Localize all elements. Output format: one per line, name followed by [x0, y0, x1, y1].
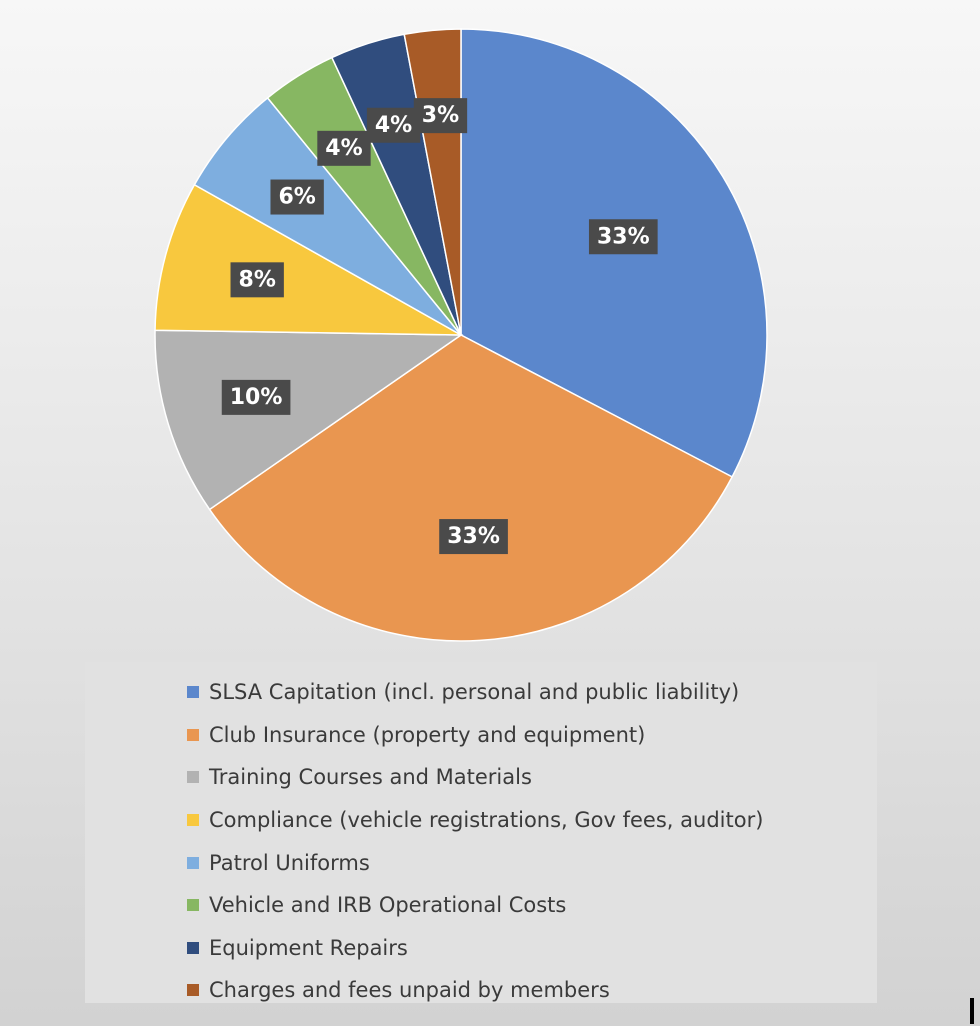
legend-swatch [187, 728, 199, 741]
pie-data-label-text: 3% [422, 103, 459, 128]
pie-data-label-box [588, 219, 658, 255]
pie-data-label-text: 4% [375, 113, 412, 138]
legend-item: SLSA Capitation (incl. personal and publ… [85, 671, 877, 714]
pie-data-labels: 33% 33% 10% 8% 6% 4% 4% 3% [221, 98, 658, 555]
pie-chart: 33% 33% 10% 8% 6% 4% 4% 3% [154, 28, 768, 642]
legend-label: Club Insurance (property and equipment) [209, 722, 646, 747]
pie-data-label: 10% [221, 379, 291, 415]
legend-swatch [187, 686, 199, 699]
legend-label: Training Courses and Materials [209, 765, 532, 790]
pie-data-label-text: 10% [230, 385, 283, 410]
pie-data-label-box [230, 262, 284, 298]
pie-data-label-text: 4% [325, 136, 362, 161]
legend-swatch [187, 856, 199, 869]
legend-swatch [187, 771, 199, 784]
pie-data-label-text: 33% [447, 524, 500, 549]
pie-data-label-box [439, 519, 508, 555]
pie-data-label: 3% [413, 98, 468, 134]
pie-slice [208, 334, 734, 642]
pie-slice [154, 183, 462, 336]
chart-legend: SLSA Capitation (incl. personal and publ… [85, 662, 877, 1003]
pie-data-label-text: 33% [597, 224, 650, 249]
pie-data-label: 8% [230, 262, 284, 298]
legend-swatch [187, 814, 199, 827]
pie-chart-svg: 33% 33% 10% 8% 6% 4% 4% 3% [154, 28, 768, 642]
pie-data-label: 33% [588, 219, 658, 255]
legend-item: Charges and fees unpaid by members [85, 969, 877, 1012]
pie-data-label: 6% [270, 179, 324, 215]
legend-label: SLSA Capitation (incl. personal and publ… [209, 680, 740, 705]
pie-data-label-text: 8% [239, 267, 276, 292]
legend-swatch [187, 941, 199, 954]
legend-item: Patrol Uniforms [85, 841, 877, 884]
pie-data-label: 4% [366, 107, 421, 143]
legend-item: Club Insurance (property and equipment) [85, 714, 877, 757]
legend-item: Equipment Repairs [85, 927, 877, 970]
pie-data-label-box [317, 130, 371, 166]
pie-data-label-text: 6% [278, 185, 315, 210]
pie-data-label-box [221, 379, 291, 415]
legend-swatch [187, 984, 199, 997]
legend-label: Patrol Uniforms [209, 850, 370, 875]
legend-label: Vehicle and IRB Operational Costs [209, 893, 567, 918]
legend-label: Compliance (vehicle registrations, Gov f… [209, 808, 764, 833]
pie-data-label-box [366, 107, 421, 143]
pie-data-label: 33% [439, 519, 508, 555]
legend-label: Charges and fees unpaid by members [209, 978, 610, 1003]
legend-label: Equipment Repairs [209, 935, 408, 960]
pie-data-label: 4% [317, 130, 371, 166]
legend-item: Training Courses and Materials [85, 756, 877, 799]
pie-slices [154, 28, 768, 642]
pie-data-label-box [413, 98, 468, 134]
corner-mark [970, 998, 974, 1024]
legend-item: Vehicle and IRB Operational Costs [85, 884, 877, 927]
legend-item: Compliance (vehicle registrations, Gov f… [85, 799, 877, 842]
pie-data-label-box [270, 179, 324, 215]
legend-swatch [187, 899, 199, 912]
pie-slice [154, 329, 464, 511]
